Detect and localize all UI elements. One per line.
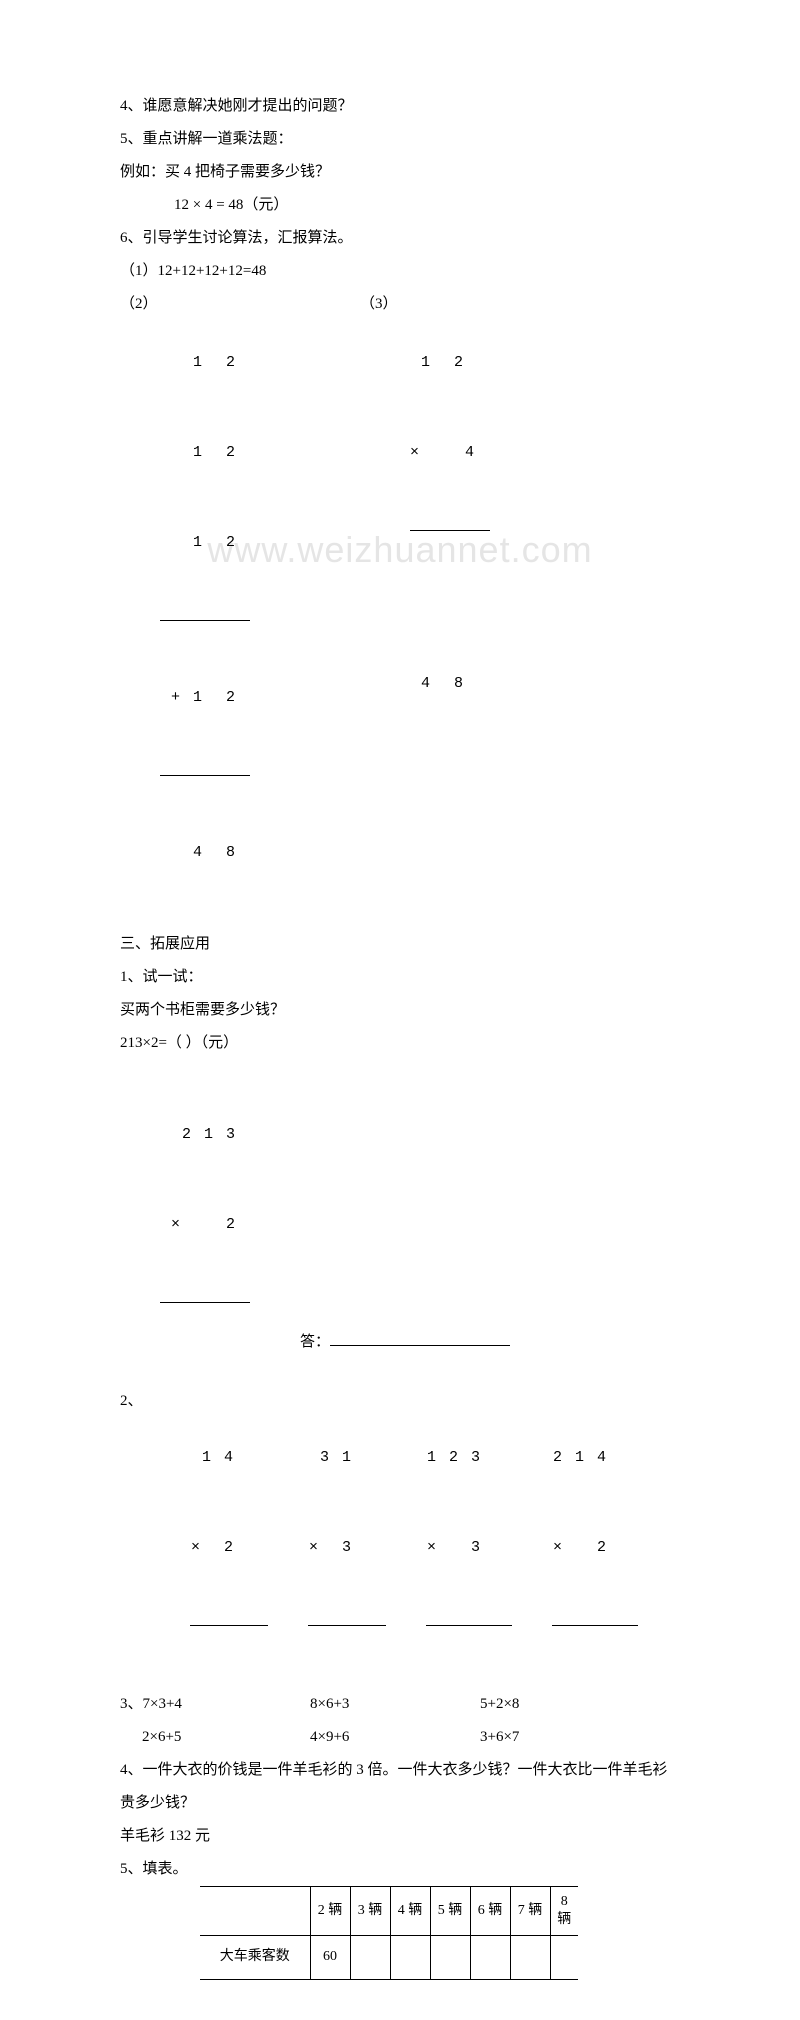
table-cell: 4 辆 [390, 1887, 430, 1936]
calc2-column: 1 2 1 2 1 2 + 1 2 4 8 [160, 288, 360, 928]
vm-row: 1 4 [180, 1443, 268, 1473]
answer-label: 答： [300, 1334, 330, 1350]
vertical-calculations: （2） 1 2 1 2 1 2 + 1 2 4 8 （3） 1 2 × 4 4 … [120, 288, 680, 928]
calc3-rule [410, 530, 490, 531]
table-cell [430, 1936, 470, 1980]
prob-5: 5、填表。 [120, 1853, 680, 1886]
vm-block: 1 4 × 2 [180, 1383, 268, 1688]
table-cell: 5 辆 [430, 1887, 470, 1936]
vm-rule [308, 1625, 386, 1626]
prob-4-given: 羊毛衫 132 元 [120, 1820, 680, 1853]
vm-row: × 3 [298, 1533, 386, 1563]
calc3-label: （3） [360, 288, 410, 928]
vm-rule [160, 1302, 250, 1303]
line-q4: 4、谁愿意解决她刚才提出的问题？ [120, 90, 680, 123]
prob-3a: 3、7×3+4 [120, 1688, 240, 1721]
prob-3f: 3+6×7 [480, 1721, 519, 1754]
table-cell [510, 1936, 550, 1980]
vm-rule [190, 1625, 268, 1626]
prob-1-vertical: 2 1 3 × 2 [160, 1060, 250, 1365]
document-body: 4、谁愿意解决她刚才提出的问题？ 5、重点讲解一道乘法题： 例如：买 4 把椅子… [120, 90, 680, 1980]
table-row: 2 辆 3 辆 4 辆 5 辆 6 辆 7 辆 8 辆 [200, 1887, 578, 1936]
vm-block: 3 1 × 3 [298, 1383, 386, 1688]
vm-row: 1 2 3 [416, 1443, 512, 1473]
calc2-row: 1 2 [160, 438, 360, 468]
calc3-row: 1 2 [410, 348, 498, 378]
vm-row: 2 1 3 [160, 1120, 250, 1150]
prob-3e: 4×9+6 [310, 1721, 410, 1754]
line-method1: （1）12+12+12+12=48 [120, 255, 680, 288]
vm-block: 2 1 4 × 2 [542, 1383, 638, 1688]
answer-blank [330, 1345, 510, 1346]
line-q6: 6、引导学生讨论算法，汇报算法。 [120, 222, 680, 255]
table-cell: 60 [310, 1936, 350, 1980]
table-cell: 6 辆 [470, 1887, 510, 1936]
line-q5: 5、重点讲解一道乘法题： [120, 123, 680, 156]
calc2-rule [160, 775, 250, 776]
line-equation: 12 × 4 = 48（元） [120, 189, 680, 222]
calc2-row: + 1 2 [160, 683, 360, 713]
table-cell [200, 1887, 310, 1936]
calc2-row: 1 2 [160, 528, 360, 558]
table-cell [470, 1936, 510, 1980]
vm-rule [552, 1625, 638, 1626]
prob-2-label: 2、 [120, 1383, 150, 1688]
vm-row: × 2 [160, 1210, 250, 1240]
calc2-label: （2） [120, 288, 160, 928]
table-row: 大车乘客数 60 [200, 1936, 578, 1980]
calc2-row: 4 8 [160, 838, 360, 868]
table-cell [550, 1936, 578, 1980]
table-cell [350, 1936, 390, 1980]
calc3-row: × 4 [410, 438, 498, 468]
prob-2-row: 2、 1 4 × 2 3 1 × 3 1 2 3 × 3 2 1 4 × 2 [120, 1383, 680, 1688]
section-3-heading: 三、拓展应用 [120, 928, 680, 961]
table-cell: 大车乘客数 [200, 1936, 310, 1980]
prob-1: 1、试一试： [120, 961, 680, 994]
table-cell: 2 辆 [310, 1887, 350, 1936]
fill-table: 2 辆 3 辆 4 辆 5 辆 6 辆 7 辆 8 辆 大车乘客数 60 [200, 1886, 578, 1980]
prob-3d: 2×6+5 [142, 1721, 240, 1754]
vm-row: × 2 [542, 1533, 638, 1563]
answer-block: 答： [300, 1326, 510, 1365]
prob-4: 4、一件大衣的价钱是一件羊毛衫的 3 倍。一件大衣多少钱？一件大衣比一件羊毛衫贵… [120, 1754, 680, 1820]
vm-row: 3 1 [298, 1443, 386, 1473]
table-cell: 3 辆 [350, 1887, 390, 1936]
vm-row: × 2 [180, 1533, 268, 1563]
calc3-column: 1 2 × 4 4 8 [410, 288, 498, 928]
calc3-row: 4 8 [410, 669, 498, 699]
calc2-row: 1 2 [160, 348, 360, 378]
prob-1-question: 买两个书柜需要多少钱？ [120, 994, 680, 1027]
vm-rule [426, 1625, 512, 1626]
calc2-rule [160, 620, 250, 621]
table-cell: 7 辆 [510, 1887, 550, 1936]
table-cell: 8 辆 [550, 1887, 578, 1936]
prob-3c: 5+2×8 [480, 1688, 519, 1721]
vm-block: 1 2 3 × 3 [416, 1383, 512, 1688]
prob-1-equation: 213×2=（ ）（元） [120, 1027, 680, 1060]
vm-row: × 3 [416, 1533, 512, 1563]
line-example: 例如：买 4 把椅子需要多少钱？ [120, 156, 680, 189]
prob-3b: 8×6+3 [310, 1688, 410, 1721]
table-cell [390, 1936, 430, 1980]
vm-row: 2 1 4 [542, 1443, 638, 1473]
